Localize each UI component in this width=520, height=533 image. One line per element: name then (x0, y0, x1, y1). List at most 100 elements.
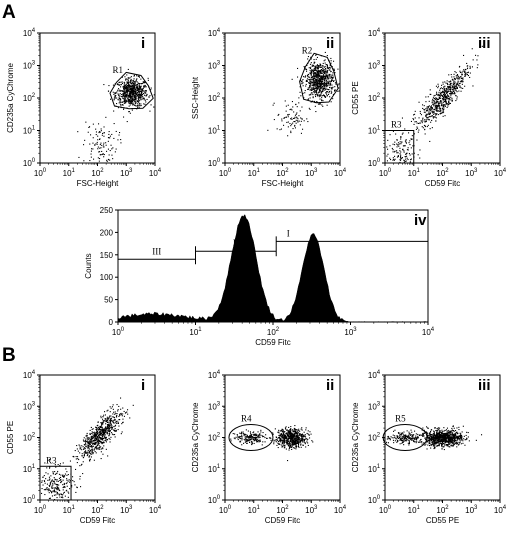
data-point (477, 55, 479, 57)
data-point (307, 56, 309, 58)
data-point (95, 446, 97, 448)
data-point (308, 73, 310, 75)
data-point (310, 71, 312, 73)
y-tick-label: 101 (368, 126, 381, 136)
data-point (298, 438, 300, 440)
data-point (295, 443, 297, 445)
data-point (301, 427, 303, 429)
data-point (122, 97, 124, 99)
data-point (132, 102, 134, 104)
data-point (414, 113, 416, 115)
data-point (124, 89, 126, 91)
data-point (108, 437, 110, 439)
data-point (314, 61, 316, 63)
data-point (431, 441, 433, 443)
data-point (245, 429, 247, 431)
data-point (325, 83, 327, 85)
data-point (128, 81, 130, 83)
data-point (300, 440, 302, 442)
data-point (280, 438, 282, 440)
data-point (316, 75, 318, 77)
x-tick-label: 103 (120, 168, 133, 178)
data-point (97, 448, 99, 450)
data-point (315, 91, 317, 93)
data-point (399, 157, 401, 159)
data-point (278, 434, 280, 436)
data-point (437, 85, 439, 87)
data-point (137, 83, 139, 85)
data-point (67, 491, 69, 493)
data-point (117, 107, 119, 109)
data-point (328, 73, 330, 75)
data-point (88, 439, 90, 441)
data-point (134, 82, 136, 84)
data-point (123, 94, 125, 96)
data-point (417, 127, 419, 129)
data-point (325, 71, 327, 73)
data-point (77, 456, 79, 458)
data-point (137, 105, 139, 107)
data-point (57, 487, 59, 489)
data-point (447, 103, 449, 105)
data-point (117, 429, 119, 431)
data-point (445, 95, 447, 97)
data-point (79, 447, 81, 449)
data-point (115, 130, 117, 132)
data-point (446, 92, 448, 94)
data-point (286, 439, 288, 441)
data-point (72, 480, 74, 482)
data-point (405, 141, 407, 143)
data-point (442, 99, 444, 101)
data-point (317, 85, 319, 87)
data-point (140, 94, 142, 96)
data-point (318, 70, 320, 72)
data-point (397, 142, 399, 144)
data-point (295, 103, 297, 105)
data-point (405, 153, 407, 155)
data-point (415, 436, 417, 438)
data-point (311, 72, 313, 74)
data-point (435, 113, 437, 115)
data-point (47, 479, 49, 481)
data-point (432, 102, 434, 104)
data-point (97, 438, 99, 440)
data-point (125, 86, 127, 88)
data-point (91, 437, 93, 439)
data-point (66, 489, 68, 491)
data-point (393, 437, 395, 439)
panel-sublabel: iv (414, 212, 427, 229)
data-point (120, 86, 122, 88)
data-point (290, 440, 292, 442)
data-point (137, 88, 139, 90)
data-point (249, 435, 251, 437)
data-point (88, 437, 90, 439)
data-point (145, 101, 147, 103)
data-point (67, 496, 69, 498)
data-point (108, 85, 110, 87)
data-point (436, 102, 438, 104)
y-tick-label: 103 (23, 61, 36, 71)
data-point (442, 111, 444, 113)
data-point (296, 439, 298, 441)
data-point (112, 413, 114, 415)
data-point (241, 435, 243, 437)
data-point (300, 439, 302, 441)
data-point (93, 439, 95, 441)
data-point (399, 153, 401, 155)
data-point (319, 63, 321, 65)
data-point (91, 431, 93, 433)
data-point (107, 424, 109, 426)
data-point (328, 89, 330, 91)
data-point (143, 92, 145, 94)
data-point (144, 94, 146, 96)
data-point (273, 443, 275, 445)
data-point (278, 432, 280, 434)
y-tick-label: 100 (23, 158, 36, 168)
data-point (74, 484, 76, 486)
data-point (310, 56, 312, 58)
data-point (286, 438, 288, 440)
data-point (302, 435, 304, 437)
data-point (314, 73, 316, 75)
